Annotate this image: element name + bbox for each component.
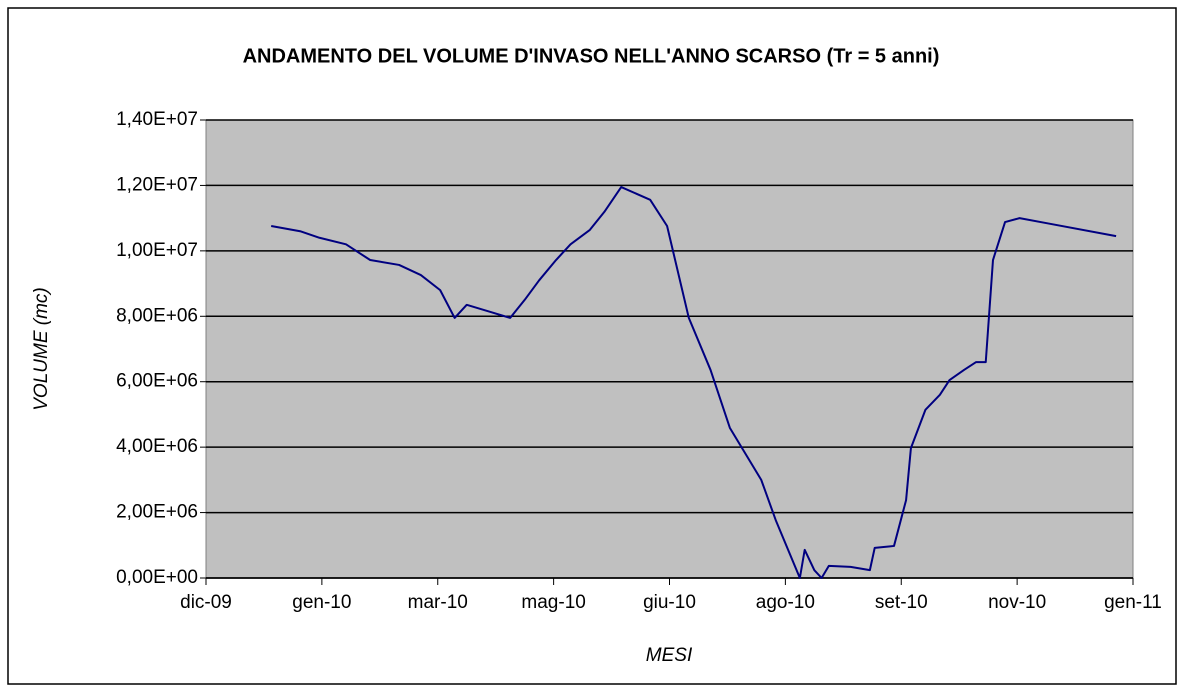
data-line — [271, 186, 1117, 579]
plot-area — [205, 119, 1134, 579]
y-tick-label: 1,00E+07 — [116, 240, 198, 261]
x-tick-label: dic-09 — [180, 592, 232, 613]
y-tick-label: 4,00E+06 — [116, 436, 198, 457]
x-tick-label: gen-11 — [1104, 592, 1162, 613]
x-tick-label: mar-10 — [408, 592, 468, 613]
x-tick-label: set-10 — [875, 592, 928, 613]
chart-title: ANDAMENTO DEL VOLUME D'INVASO NELL'ANNO … — [243, 45, 940, 67]
y-tick-label: 8,00E+06 — [116, 305, 198, 326]
y-tick-label: 2,00E+06 — [116, 502, 198, 523]
x-tick-label: mag-10 — [521, 592, 585, 613]
y-axis-title: VOLUME (mc) — [31, 287, 52, 411]
x-tick-label: nov-10 — [988, 592, 1046, 613]
x-axis-title: MESI — [646, 645, 693, 666]
x-tick-label: gen-10 — [292, 592, 351, 613]
y-tick-label: 0,00E+00 — [116, 567, 198, 588]
x-tick-label: giu-10 — [643, 592, 696, 613]
x-tick-label: ago-10 — [756, 592, 815, 613]
y-tick-label: 1,20E+07 — [116, 174, 198, 195]
y-tick-label: 1,40E+07 — [116, 109, 198, 130]
y-tick-label: 6,00E+06 — [116, 371, 198, 392]
